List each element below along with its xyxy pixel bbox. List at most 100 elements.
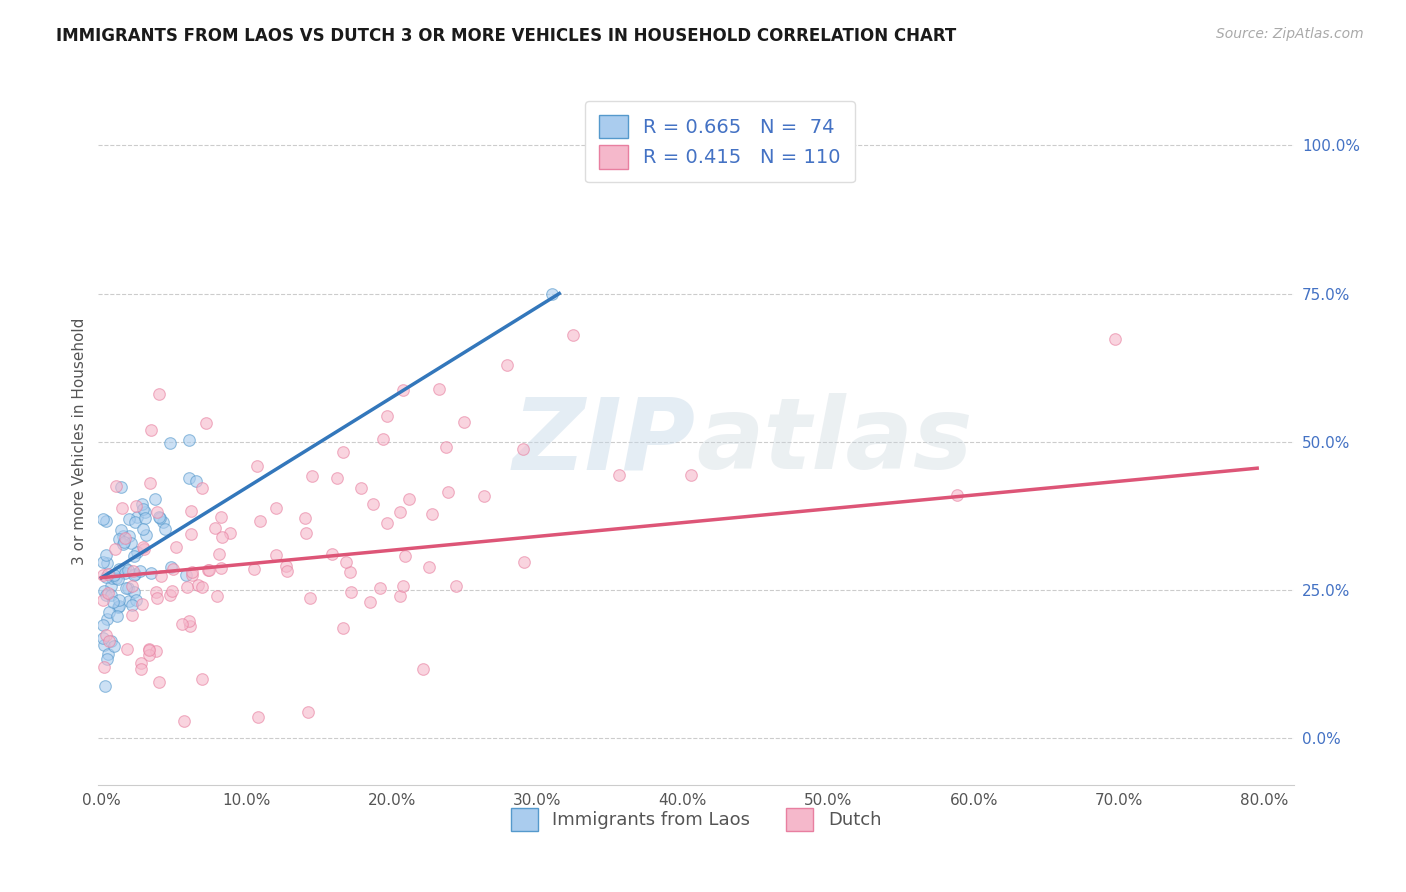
Point xyxy=(274,558,297,573)
Point xyxy=(561,328,583,343)
Point xyxy=(266,500,288,515)
Point xyxy=(371,432,394,446)
Point xyxy=(197,564,219,578)
Point xyxy=(204,521,226,535)
Point xyxy=(94,679,117,693)
Point xyxy=(444,578,467,592)
Point xyxy=(121,608,143,623)
Point xyxy=(129,657,152,671)
Point xyxy=(97,567,120,582)
Point xyxy=(679,467,702,482)
Point xyxy=(131,497,153,511)
Point xyxy=(359,595,381,609)
Point xyxy=(187,578,209,592)
Point xyxy=(332,445,354,459)
Point xyxy=(198,562,221,576)
Point xyxy=(1104,332,1126,346)
Point xyxy=(107,572,129,586)
Point xyxy=(98,634,121,648)
Point xyxy=(159,559,181,574)
Y-axis label: 3 or more Vehicles in Household: 3 or more Vehicles in Household xyxy=(72,318,87,566)
Point xyxy=(91,512,114,526)
Point xyxy=(394,549,416,564)
Point xyxy=(132,501,155,516)
Point xyxy=(96,556,118,570)
Point xyxy=(146,591,169,605)
Point xyxy=(131,541,153,555)
Point xyxy=(103,639,125,653)
Point xyxy=(124,592,146,607)
Point xyxy=(115,642,138,657)
Point xyxy=(368,581,391,595)
Point xyxy=(103,567,125,582)
Point xyxy=(94,548,117,562)
Point xyxy=(107,608,129,623)
Point xyxy=(114,561,136,575)
Point xyxy=(97,647,120,661)
Point xyxy=(148,510,170,524)
Point xyxy=(124,515,146,529)
Point xyxy=(209,509,232,524)
Point xyxy=(124,567,146,582)
Point xyxy=(129,662,152,676)
Point xyxy=(472,489,495,503)
Point xyxy=(512,442,534,456)
Point xyxy=(180,527,202,541)
Point xyxy=(150,569,173,583)
Point xyxy=(361,497,384,511)
Point xyxy=(112,537,135,551)
Point xyxy=(541,286,564,301)
Point xyxy=(398,491,420,506)
Point xyxy=(101,595,124,609)
Point xyxy=(91,556,114,570)
Point xyxy=(100,579,122,593)
Point xyxy=(96,652,118,666)
Point xyxy=(375,516,398,530)
Point xyxy=(98,606,121,620)
Point xyxy=(117,582,139,596)
Point xyxy=(191,673,214,687)
Point xyxy=(93,584,115,599)
Point xyxy=(91,593,114,607)
Point xyxy=(134,505,156,519)
Point xyxy=(118,593,141,607)
Point xyxy=(946,488,969,502)
Point xyxy=(437,484,460,499)
Point xyxy=(149,511,172,525)
Point xyxy=(127,545,149,559)
Point xyxy=(132,522,155,536)
Point xyxy=(139,423,162,437)
Point xyxy=(104,542,127,557)
Point xyxy=(148,387,170,401)
Point xyxy=(176,580,198,594)
Point xyxy=(297,705,319,719)
Point xyxy=(120,535,142,549)
Point xyxy=(191,481,214,495)
Point xyxy=(108,599,131,613)
Point xyxy=(339,566,361,580)
Point xyxy=(325,471,347,485)
Point xyxy=(294,511,316,525)
Point xyxy=(93,638,115,652)
Point xyxy=(496,358,519,372)
Point xyxy=(96,612,118,626)
Point xyxy=(125,499,148,513)
Point xyxy=(138,648,160,662)
Point xyxy=(375,409,398,423)
Text: atlas: atlas xyxy=(696,393,973,490)
Point xyxy=(114,566,136,580)
Point xyxy=(105,571,128,585)
Point xyxy=(159,588,181,602)
Point xyxy=(207,547,229,561)
Point xyxy=(321,547,343,561)
Point xyxy=(184,474,207,488)
Point xyxy=(205,590,228,604)
Point xyxy=(121,579,143,593)
Point xyxy=(114,531,136,545)
Point xyxy=(139,476,162,491)
Point xyxy=(153,523,176,537)
Point xyxy=(143,491,166,506)
Point xyxy=(340,585,363,599)
Point xyxy=(209,561,232,575)
Point xyxy=(350,481,373,495)
